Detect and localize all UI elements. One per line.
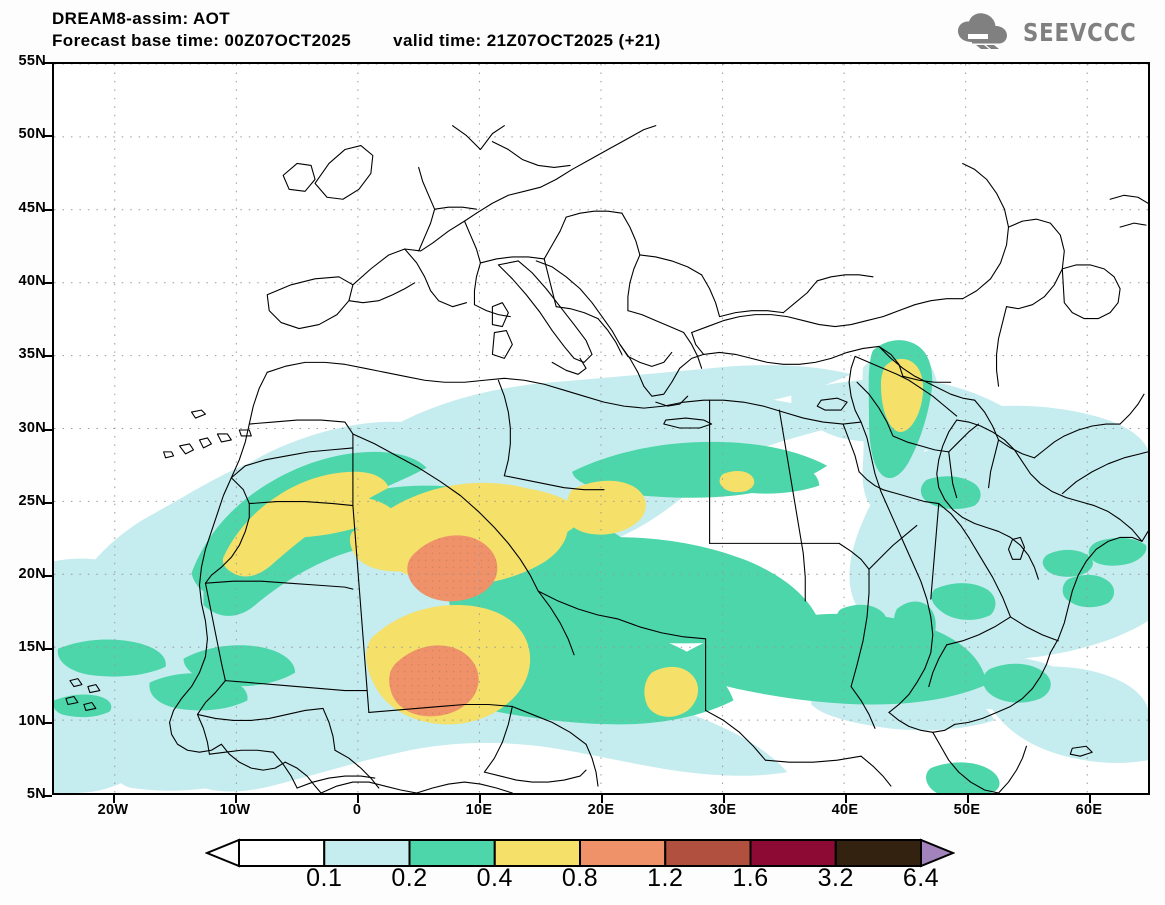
x-axis-label: 20E: [587, 802, 615, 818]
y-axis-label: 50N: [18, 126, 46, 143]
y-axis-tick: [44, 208, 52, 211]
page-title: DREAM8-assim: AOT: [52, 9, 231, 28]
valid-time-label: valid time: 21Z07OCT2025 (+21): [393, 31, 661, 50]
cloud-arrow-icon: [958, 13, 1008, 49]
x-axis-tick: [601, 795, 603, 803]
colorbar: 0.1 0.2 0.4 0.8 1.2 1.6 3.2 6.4: [205, 838, 955, 900]
x-axis-label: 0: [352, 802, 362, 818]
x-axis-tick: [845, 795, 847, 803]
y-axis-tick: [44, 281, 52, 284]
aot-contour-layer: [54, 340, 1148, 793]
y-axis-label: 10N: [18, 712, 46, 729]
x-axis-tick: [479, 795, 481, 803]
y-axis-label: 15N: [18, 639, 46, 656]
colorbar-tick-label: 1.2: [647, 864, 684, 892]
colorbar-tick-label: 3.2: [817, 864, 854, 892]
y-axis-tick: [44, 428, 52, 431]
x-axis-label: 10E: [465, 802, 493, 818]
x-axis-label: 30E: [709, 802, 737, 818]
x-axis-label: 50E: [953, 802, 981, 818]
x-axis-tick: [723, 795, 725, 803]
x-axis-tick: [113, 795, 115, 803]
chart-header: DREAM8-assim: AOT Forecast base time: 00…: [52, 8, 661, 52]
y-axis-label: 5N: [26, 786, 46, 802]
x-axis-tick: [967, 795, 969, 803]
colorbar-tick-label: 0.4: [476, 864, 513, 892]
y-axis-label: 45N: [18, 199, 46, 216]
cloud-cut: [968, 34, 989, 39]
map-plot-area: [52, 62, 1150, 795]
y-axis-tick: [44, 355, 52, 358]
colorbar-tick-label: 0.8: [561, 864, 599, 892]
y-axis-tick: [44, 795, 52, 797]
aot-band-0.8: [389, 535, 498, 717]
y-axis-label: 30N: [18, 419, 46, 436]
x-axis-label: 20W: [97, 802, 129, 818]
x-axis-tick: [357, 795, 359, 803]
colorbar-cell: [493, 839, 581, 867]
x-axis-label: 40E: [831, 802, 859, 818]
y-axis-tick: [44, 575, 52, 578]
colorbar-cell: [323, 839, 411, 867]
colorbar-tick-label: 0.2: [391, 864, 428, 892]
arrow-1: [976, 45, 990, 49]
colorbar-cell: [579, 839, 667, 867]
x-axis-label: 10W: [219, 802, 251, 818]
colorbar-under-arrow: [205, 838, 240, 868]
map-canvas: [54, 64, 1148, 793]
x-axis-tick: [1089, 795, 1091, 803]
colorbar-cell: [664, 839, 752, 867]
x-axis-label: 60E: [1075, 802, 1103, 818]
y-axis-tick: [44, 62, 52, 64]
x-axis-tick: [235, 795, 237, 803]
coastline-layer: [65, 125, 1148, 793]
colorbar-tick-label: 6.4: [902, 864, 940, 892]
colorbar-swatches: [205, 838, 955, 868]
colorbar-tick-label: 0.1: [306, 864, 343, 892]
arrow-2: [986, 45, 1000, 49]
y-axis-label: 20N: [18, 566, 46, 583]
colorbar-cell: [238, 839, 326, 867]
y-axis-tick: [44, 135, 52, 138]
y-axis-tick: [44, 721, 52, 724]
y-axis-label: 55N: [18, 53, 46, 69]
colorbar-cell: [749, 839, 837, 867]
colorbar-cell: [408, 839, 496, 867]
y-axis-label: 40N: [18, 272, 46, 289]
colorbar-cell: [834, 839, 922, 867]
y-axis-label: 25N: [18, 492, 46, 509]
y-axis-tick: [44, 501, 52, 504]
colorbar-over-arrow: [920, 838, 955, 868]
y-axis-tick: [44, 648, 52, 651]
base-time-label: Forecast base time: 00Z07OCT2025: [52, 31, 352, 50]
map-gridlines: [54, 64, 1148, 793]
seevccc-logo: SEEVCCC: [954, 12, 1157, 52]
colorbar-tick-label: 1.6: [732, 864, 769, 892]
logo-wordmark: SEEVCCC: [1023, 17, 1137, 47]
time-line: Forecast base time: 00Z07OCT2025 valid ti…: [52, 30, 661, 52]
y-axis-label: 35N: [18, 346, 46, 363]
